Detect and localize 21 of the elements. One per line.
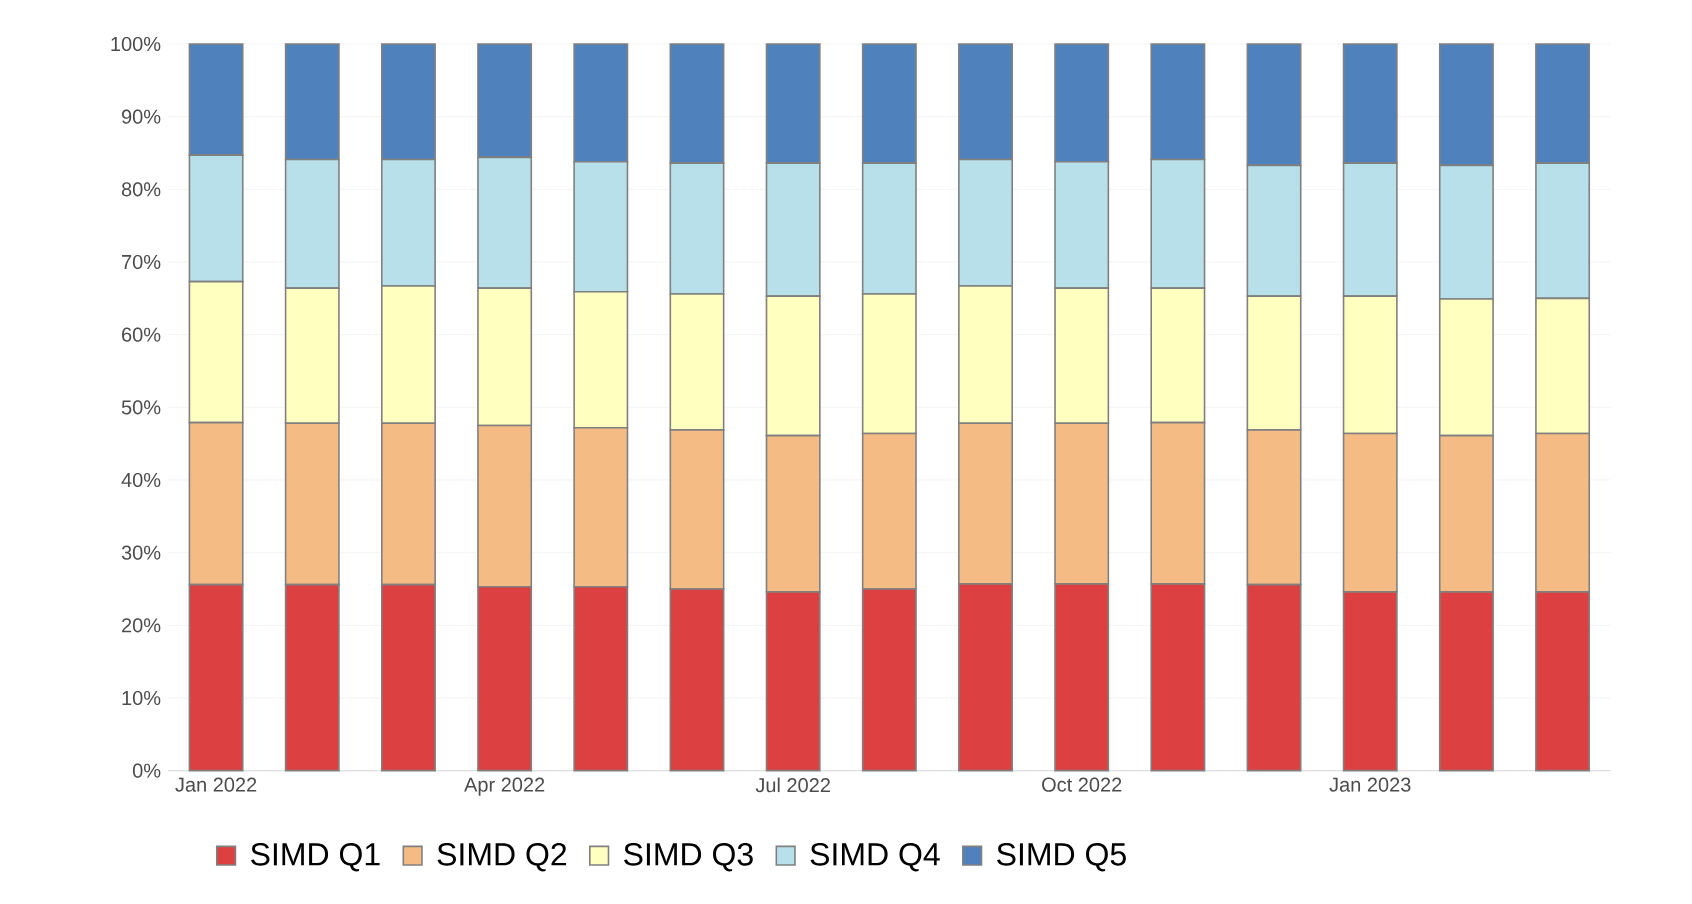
y-tick-label: 20% (122, 618, 161, 633)
legend-label: SIMD Q2 (437, 843, 567, 872)
legend-label: SIMD Q4 (810, 843, 940, 872)
legend-label: SIMD Q1 (251, 843, 380, 872)
y-tick-label: 30% (121, 545, 161, 560)
y-tick-label: 10% (122, 690, 161, 706)
x-tick-label: Jul 2022 (755, 777, 830, 793)
y-tick-label: 50% (121, 400, 161, 415)
y-tick-label: 0% (132, 763, 161, 778)
x-tick-label: Apr 2022 (464, 777, 545, 796)
y-tick-label: 70% (122, 254, 161, 270)
y-tick-label: 60% (122, 327, 161, 342)
y-tick-label: 40% (121, 472, 161, 488)
x-tick-label: Jan 2023 (1329, 777, 1411, 792)
legend-label: SIMD Q5 (997, 843, 1126, 872)
y-tick-label: 90% (121, 109, 161, 124)
x-tick-label: Oct 2022 (1042, 777, 1122, 792)
x-tick-label: Jan 2022 (175, 777, 257, 792)
legend-label: SIMD Q3 (624, 843, 753, 872)
y-tick-label: 80% (121, 182, 161, 197)
y-tick-label: 100% (111, 36, 161, 52)
